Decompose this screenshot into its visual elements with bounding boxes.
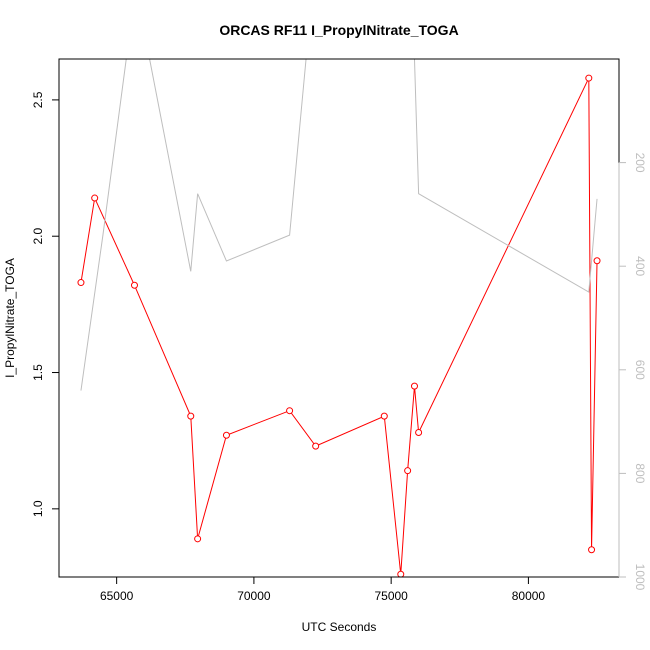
y-tick-label: 2.5 xyxy=(31,91,45,108)
data-point xyxy=(286,407,294,415)
series-line-1 xyxy=(80,59,598,391)
data-point xyxy=(130,281,138,289)
data-point xyxy=(415,429,423,437)
data-point xyxy=(404,467,412,475)
y-tick-label: 2.0 xyxy=(31,228,45,245)
y2-tick-label: 400 xyxy=(633,256,647,276)
x-tick-label: 70000 xyxy=(237,589,271,603)
data-point xyxy=(77,279,85,287)
series-line-0 xyxy=(80,77,598,575)
data-point xyxy=(585,74,593,82)
plot-area xyxy=(77,59,601,577)
y-tick-label: 1.5 xyxy=(31,364,45,381)
y-tick-label: 1.0 xyxy=(31,500,45,517)
y-axis-right: 200 400 600 800 1000 xyxy=(618,153,647,591)
y2-tick-label: 800 xyxy=(633,463,647,483)
data-point xyxy=(593,257,601,265)
y-axis: 1.0 1.5 2.0 2.5 xyxy=(31,91,60,517)
data-point xyxy=(91,194,99,202)
x-tick-label: 80000 xyxy=(512,589,546,603)
data-point xyxy=(410,382,418,390)
x-axis: 65000 70000 75000 80000 xyxy=(100,576,546,603)
series-layer xyxy=(77,59,601,577)
y2-tick-label: 200 xyxy=(633,153,647,173)
y-axis-label: I_PropylNitrate_TOGA xyxy=(3,258,17,378)
x-tick-label: 65000 xyxy=(100,589,134,603)
data-point xyxy=(312,442,320,450)
x-tick-label: 75000 xyxy=(374,589,408,603)
data-point xyxy=(187,412,195,420)
data-point xyxy=(588,546,596,554)
y2-tick-label: 600 xyxy=(633,360,647,380)
y2-tick-label: 1000 xyxy=(633,564,647,591)
chart-title: ORCAS RF11 I_PropylNitrate_TOGA xyxy=(219,22,458,38)
data-point xyxy=(397,570,405,577)
x-axis-label: UTC Seconds xyxy=(302,620,377,634)
data-point xyxy=(380,412,388,420)
data-point xyxy=(222,431,230,439)
data-point xyxy=(194,535,202,543)
plot-frame xyxy=(58,58,620,578)
